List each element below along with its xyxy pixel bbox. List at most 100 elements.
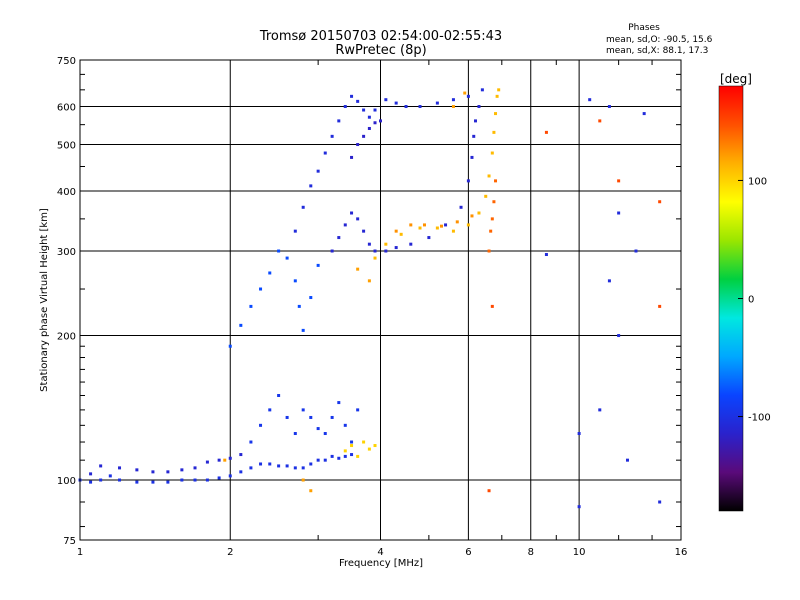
data-point — [487, 174, 491, 178]
data-point — [466, 179, 470, 183]
data-point — [362, 108, 366, 112]
data-point — [293, 229, 297, 233]
data-point — [642, 112, 646, 116]
data-point — [337, 456, 341, 460]
data-point — [337, 236, 341, 240]
y-tick-label: 600 — [57, 103, 76, 114]
data-point — [285, 415, 289, 419]
data-point — [373, 121, 377, 125]
y-axis-ticks: 75 100 200 300 400 500 600 750 — [57, 56, 681, 547]
data-point — [607, 105, 611, 109]
data-point — [384, 249, 388, 253]
colorbar-label: [deg] — [720, 72, 752, 86]
grid-lines — [80, 60, 681, 540]
data-point — [99, 478, 103, 482]
data-point — [249, 466, 253, 470]
data-point — [301, 478, 305, 482]
data-point — [293, 432, 297, 436]
data-point — [373, 444, 377, 448]
data-point — [193, 466, 197, 470]
data-point — [249, 440, 253, 444]
colorbar-tick-label: 0 — [748, 295, 754, 306]
x-tick-label: 16 — [675, 547, 688, 558]
data-point — [89, 480, 93, 484]
data-point — [492, 130, 496, 134]
data-point — [466, 94, 470, 98]
x-tick-label: 4 — [377, 547, 383, 558]
data-point — [444, 223, 448, 227]
data-point — [598, 408, 602, 412]
data-point — [394, 246, 398, 250]
data-point — [309, 296, 313, 300]
data-point — [277, 464, 281, 468]
data-point — [350, 440, 354, 444]
phase-o-stats: mean, sd,O: -90.5, 15.6 — [606, 35, 713, 45]
data-point — [350, 155, 354, 159]
data-point — [343, 223, 347, 227]
data-point — [330, 249, 334, 253]
data-point — [277, 249, 281, 253]
data-point — [577, 505, 581, 509]
data-point — [309, 415, 313, 419]
data-point — [490, 217, 494, 221]
data-point — [135, 480, 139, 484]
x-tick-label: 6 — [465, 547, 471, 558]
data-point — [108, 474, 112, 478]
y-tick-label: 75 — [63, 536, 76, 547]
data-point — [180, 468, 184, 472]
data-point — [268, 408, 272, 412]
data-point — [455, 220, 459, 224]
x-tick-label: 10 — [573, 547, 586, 558]
data-point — [379, 119, 382, 123]
data-point — [617, 179, 621, 183]
data-point — [285, 464, 289, 468]
colorbar-tick-label: 100 — [748, 176, 767, 187]
data-point — [350, 453, 354, 457]
data-point — [367, 126, 371, 130]
data-point — [205, 478, 209, 482]
data-point — [297, 304, 301, 308]
data-point — [193, 478, 197, 482]
data-point — [293, 466, 297, 470]
data-point — [487, 489, 491, 493]
data-point — [301, 408, 305, 412]
data-point — [658, 200, 662, 204]
data-point — [301, 205, 305, 209]
data-point — [259, 287, 263, 291]
data-point — [598, 119, 602, 123]
data-point — [617, 211, 621, 215]
data-point — [343, 449, 347, 453]
data-point — [151, 470, 155, 474]
data-point — [473, 119, 477, 123]
data-point — [625, 458, 629, 462]
data-point — [277, 394, 281, 398]
data-point — [494, 112, 498, 116]
data-point — [394, 229, 398, 233]
data-point — [268, 271, 272, 275]
x-tick-label: 1 — [77, 547, 83, 558]
colorbar-tick-label: -100 — [748, 413, 771, 424]
data-point — [394, 101, 398, 105]
data-point — [89, 472, 93, 476]
data-point — [330, 415, 334, 419]
y-tick-label: 500 — [57, 141, 76, 152]
data-point — [343, 423, 347, 427]
data-point — [223, 458, 227, 462]
data-point — [118, 466, 122, 470]
data-point — [350, 444, 354, 448]
data-point — [356, 267, 360, 271]
data-point — [217, 458, 221, 462]
data-point — [658, 500, 662, 504]
data-point — [239, 323, 243, 327]
data-point — [337, 401, 341, 405]
data-point — [180, 478, 184, 482]
data-point — [350, 94, 354, 98]
data-point — [249, 304, 253, 308]
data-point — [323, 151, 327, 155]
data-point — [494, 179, 498, 183]
data-point — [356, 408, 360, 412]
data-point — [588, 98, 592, 102]
data-point — [301, 466, 305, 470]
data-point — [617, 334, 621, 338]
